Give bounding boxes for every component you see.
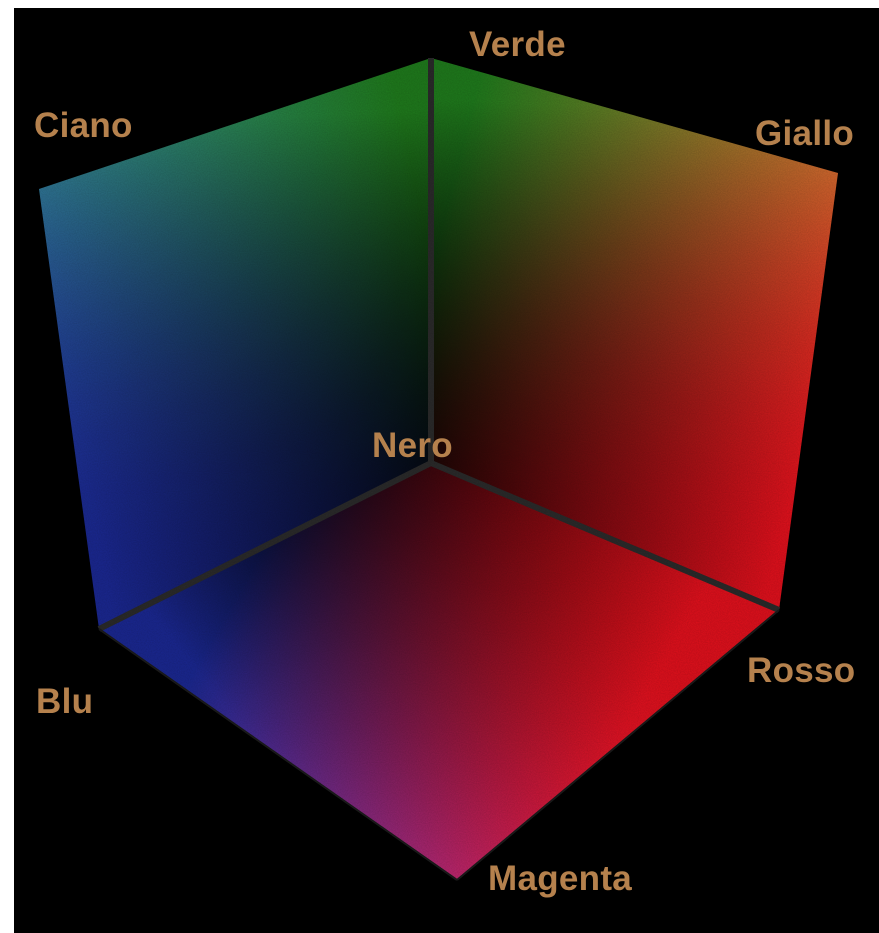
grain-overlay	[39, 58, 838, 880]
label-blu: Blu	[36, 682, 94, 721]
label-magenta: Magenta	[488, 859, 633, 898]
label-verde: Verde	[469, 25, 566, 64]
color-cube-diagram: Verde Ciano Giallo Nero Rosso Blu Magent…	[14, 8, 879, 933]
label-rosso: Rosso	[747, 651, 856, 690]
rgb-cube-graphic	[39, 58, 838, 881]
label-ciano: Ciano	[34, 106, 133, 145]
label-nero: Nero	[372, 426, 453, 465]
label-giallo: Giallo	[755, 114, 855, 153]
